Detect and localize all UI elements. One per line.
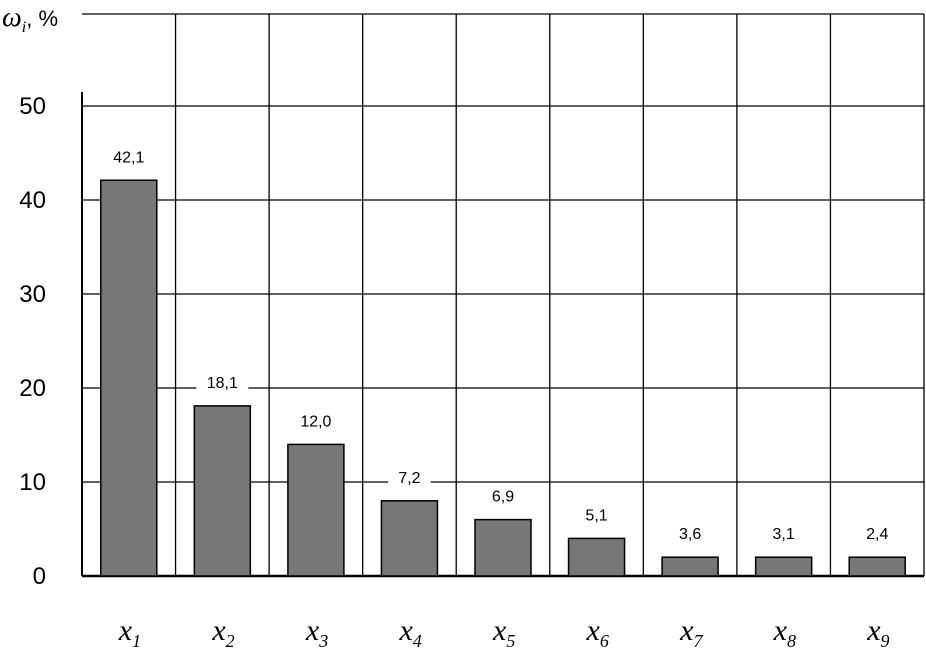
bar	[474, 518, 532, 577]
x-tick-label: x6	[586, 614, 609, 651]
data-label: 7,2	[398, 470, 420, 487]
bar	[380, 500, 439, 577]
data-label-background	[388, 467, 431, 490]
grid	[82, 13, 925, 576]
y-tick-label: 10	[19, 469, 46, 496]
data-label-background	[668, 524, 712, 547]
x-tick-label: x4	[398, 614, 421, 651]
x-tick-label: x2	[211, 614, 234, 651]
bar	[754, 556, 813, 577]
data-label: 3,1	[773, 526, 795, 543]
data-label: 42,1	[113, 149, 144, 166]
data-label: 2,4	[866, 526, 888, 543]
data-labels: 42,1 18,1 12,0 7,2 6,9 5,1 3,6 3,1 2,4	[102, 147, 899, 547]
bar	[661, 556, 719, 577]
x-category-labels: x1 x2 x3 x4 x5 x6 x7 x8 x9	[118, 614, 890, 651]
x-tick-label: x7	[679, 614, 703, 651]
data-label-background	[196, 372, 249, 395]
bars	[100, 179, 906, 577]
y-axis-label: ωi, %	[2, 2, 58, 36]
y-tick-label: 50	[19, 93, 46, 120]
data-label-background	[481, 486, 525, 509]
x-tick-label: x9	[866, 614, 889, 651]
data-label: 18,1	[207, 375, 238, 392]
y-tick-labels: 0 10 20 30 40 50	[19, 93, 46, 590]
x-tick-label: x8	[773, 614, 796, 651]
bar	[567, 537, 626, 577]
x-tick-label: x3	[305, 614, 328, 651]
data-label-background	[762, 524, 805, 547]
data-label: 6,9	[492, 489, 514, 506]
data-label-background	[102, 147, 155, 170]
data-label-background	[575, 505, 618, 528]
bar	[287, 443, 345, 577]
data-label-background	[855, 524, 899, 547]
data-label: 12,0	[300, 413, 331, 430]
y-tick-label: 30	[19, 281, 46, 308]
bar	[193, 405, 252, 577]
x-tick-label: x1	[118, 614, 141, 651]
y-tick-label: 20	[19, 375, 46, 402]
y-tick-label: 0	[33, 563, 46, 590]
data-label-background	[289, 411, 342, 434]
y-tick-label: 40	[19, 187, 46, 214]
bar	[848, 556, 906, 577]
x-tick-label: x5	[492, 614, 515, 651]
bar	[100, 179, 158, 577]
data-label: 3,6	[679, 526, 701, 543]
data-label: 5,1	[585, 507, 607, 524]
